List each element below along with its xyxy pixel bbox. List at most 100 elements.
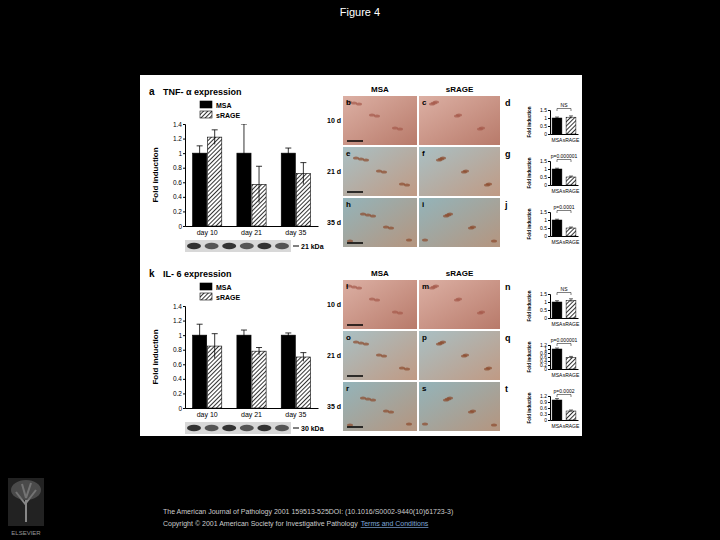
y-tick-mark [183, 393, 185, 394]
y-tick-label: 0.2 [173, 390, 182, 397]
y-tick: 1.5 [540, 291, 550, 297]
y-tick-mark [548, 408, 550, 409]
x-tick-label: MSA [552, 188, 564, 194]
y-tick-mark [183, 321, 185, 322]
y-tick-mark [548, 414, 550, 415]
texture [347, 239, 353, 242]
significance-bracket [557, 211, 571, 214]
y-tick-mark [183, 226, 185, 227]
y-tick-mark [183, 124, 185, 125]
texture [397, 127, 403, 130]
y-tick-mark [548, 294, 550, 295]
terms-link[interactable]: Terms and Conditions [361, 520, 429, 527]
y-axis: 00.511.5 [540, 107, 550, 137]
error-bar [569, 227, 573, 229]
y-tick-mark [548, 185, 550, 186]
significance-bracket [557, 395, 571, 398]
error-bar [285, 148, 291, 158]
annotation: 21 kDa [301, 243, 324, 250]
small-bar-chart: g00.511.5MSAsRAGEFold inductionp=0.00000… [505, 149, 580, 194]
copyright-line: Copyright © 2001 American Society for In… [163, 520, 429, 528]
x-tick-label: sRAGE [563, 372, 580, 378]
small-bar-chart: n00.511.5MSAsRAGEFold inductionNS [505, 282, 580, 327]
micrograph-image [419, 147, 500, 196]
y-tick-label: 0.4 [173, 193, 182, 200]
error-bar [569, 356, 573, 358]
y-tick-mark [548, 126, 550, 127]
y-tick: 1 [544, 166, 550, 172]
y-tick-label: 0.4 [173, 375, 182, 382]
micrograph-grid: MSAsRAGE10 dlm21 dop35 drs [327, 269, 500, 431]
bar [566, 357, 576, 369]
texture [443, 398, 449, 401]
bars [552, 348, 576, 369]
texture [477, 127, 483, 130]
error-bar [285, 333, 291, 337]
texture [461, 170, 467, 173]
texture [381, 354, 387, 357]
texture [388, 226, 394, 229]
texture [491, 239, 497, 242]
x-tick-label: MSA [552, 372, 564, 378]
y-tick: 0.9 [540, 399, 550, 405]
y-tick-mark [548, 236, 550, 237]
column-header: sRAGE [446, 269, 474, 278]
y-tick: 0 [544, 315, 550, 321]
logo-text: ELSEVIER [11, 530, 41, 536]
error-bar [256, 348, 262, 355]
texture [429, 286, 435, 289]
legend-swatch [200, 111, 212, 118]
y-tick: 0.5 [540, 174, 550, 180]
x-tick: day 10 [197, 408, 218, 419]
y-tick-label: 0 [178, 405, 182, 412]
y-axis-line [548, 295, 551, 319]
bar [552, 400, 562, 420]
x-tick: MSA [552, 236, 564, 245]
y-tick-label: 1.5 [540, 291, 547, 297]
micrograph-image [419, 198, 500, 247]
row-label: 35 d [327, 403, 341, 410]
y-axis-line [548, 213, 551, 237]
error-bar [569, 176, 573, 178]
texture [422, 238, 428, 241]
panel-letter: r [346, 384, 349, 393]
significance-bracket [557, 109, 571, 112]
y-axis: 00.511.5 [540, 158, 550, 188]
y-tick-mark [183, 379, 185, 380]
texture [454, 298, 460, 301]
panel-letter: k [149, 268, 155, 279]
y-tick-mark [548, 169, 550, 170]
error-bar [300, 163, 306, 185]
texture [491, 423, 497, 426]
x-tick: MSA [552, 185, 564, 194]
chart-title: IL- 6 expression [163, 269, 232, 279]
annotation-line [293, 428, 299, 429]
y-tick-mark [183, 153, 185, 154]
bar [552, 220, 562, 236]
y-tick: 0 [544, 131, 550, 137]
error-bar [212, 334, 218, 359]
bar [208, 137, 222, 226]
x-axis-line [551, 185, 579, 186]
legend-label: sRAGE [216, 112, 240, 119]
x-tick-label: day 35 [285, 411, 306, 419]
annotation-line [293, 246, 299, 247]
error-bar [569, 410, 573, 412]
y-tick: 0.4 [173, 375, 185, 382]
y-tick-mark [548, 420, 550, 421]
y-tick-label: 1 [544, 115, 547, 121]
panel-letter: c [422, 98, 427, 107]
y-tick-label: 1 [178, 332, 182, 339]
y-axis-title: Fold induction [527, 208, 532, 239]
bar [552, 349, 562, 369]
x-tick: MSA [552, 420, 564, 429]
bar [566, 117, 576, 134]
panel-letter: d [505, 98, 511, 108]
x-tick: sRAGE [563, 185, 580, 194]
x-axis: day 10day 21day 35 [186, 408, 319, 419]
x-tick-label: MSA [552, 423, 564, 429]
texture [429, 102, 435, 105]
texture [356, 286, 362, 289]
micrograph-image [343, 382, 417, 431]
panel-letter: b [346, 98, 351, 107]
